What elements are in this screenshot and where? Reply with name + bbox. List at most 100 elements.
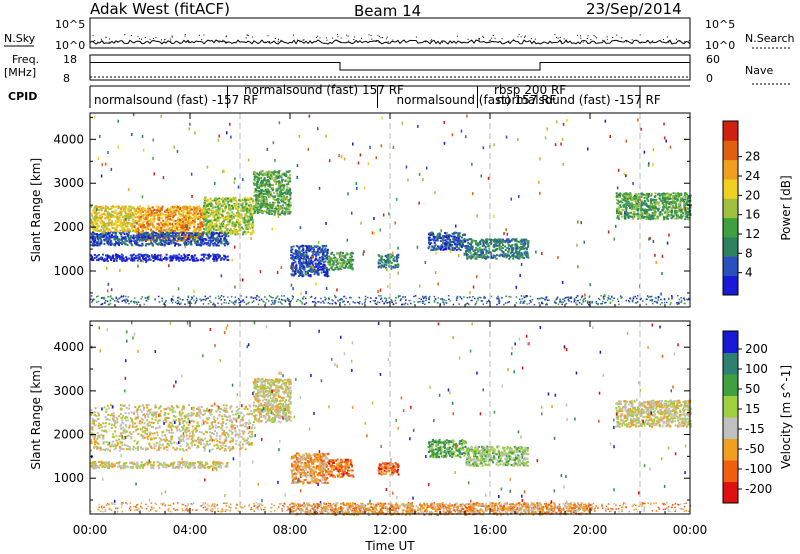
scatter-cell (387, 261, 390, 264)
scatter-cell (152, 214, 155, 217)
nave-label: Nave (745, 64, 773, 77)
scatter-cell (97, 208, 100, 211)
scatter-cell (155, 205, 158, 208)
scatter-cell (205, 217, 208, 220)
scatter-cell (226, 202, 229, 205)
cpid-segment-label: normalsound (fast) -157 RF (94, 93, 258, 107)
scatter-cell (446, 242, 449, 245)
scatter-cell (202, 243, 205, 246)
scatter-cell (168, 228, 171, 231)
scatter-cell (110, 242, 113, 245)
nsearch-point (293, 34, 294, 36)
scatter-cell (183, 253, 186, 256)
scatter-cell (435, 248, 438, 251)
freq-unit-label: [MHz] (4, 66, 36, 79)
scatter-cell (286, 191, 289, 194)
nsearch-point (621, 37, 623, 39)
scatter-cell (507, 238, 510, 241)
scatter-cell (91, 255, 93, 258)
scatter-cell (144, 217, 146, 220)
scatter-cell (181, 212, 184, 215)
nsearch-point (385, 38, 387, 40)
scatter-cell (189, 232, 192, 235)
scatter-cell (199, 222, 202, 225)
scatter-cell (202, 217, 205, 220)
scatter-cell (514, 249, 517, 252)
scatter-cell (166, 231, 169, 234)
scatter-cell (470, 239, 473, 242)
scatter-cell (137, 228, 139, 231)
scatter-cell (228, 220, 231, 223)
scatter-cell (95, 221, 97, 224)
scatter-cell (290, 273, 293, 276)
scatter-cell (287, 200, 290, 203)
scatter-cell (228, 199, 231, 202)
scatter-cell (521, 256, 524, 259)
scatter-cell (182, 231, 185, 234)
scatter-cell (227, 231, 230, 234)
scatter-cell (438, 246, 441, 249)
scatter-cell (182, 239, 184, 242)
scatter-cell (291, 274, 294, 277)
nsearch-point (114, 41, 116, 43)
scatter-cell (256, 194, 259, 197)
scatter-cell (507, 241, 510, 244)
scatter-cell (107, 208, 110, 210)
scatter-cell (177, 244, 180, 247)
nsearch-point (386, 36, 388, 38)
scatter-cell (264, 184, 267, 186)
nsearch-point (346, 34, 348, 36)
scatter-cell (288, 206, 290, 209)
scatter-cell (512, 248, 514, 251)
scatter-cell (178, 206, 181, 209)
nsearch-point (518, 34, 520, 36)
scatter-cell (140, 244, 143, 247)
scatter-cell (151, 224, 154, 227)
scatter-cell (272, 171, 275, 174)
scatter-cell (489, 240, 492, 242)
scatter-cell (263, 202, 266, 205)
scatter-cell (220, 222, 222, 225)
scatter-cell (308, 274, 311, 277)
scatter-cell (129, 215, 132, 217)
scatter-cell (114, 236, 117, 239)
scatter-cell (115, 228, 118, 231)
scatter-cell (280, 181, 283, 184)
scatter-cell (313, 269, 316, 272)
scatter-cell (136, 238, 139, 241)
scatter-cell (661, 209, 664, 212)
scatter-cell (147, 258, 150, 261)
scatter-cell (288, 199, 291, 202)
scatter-cell (166, 228, 169, 231)
scatter-cell (342, 252, 344, 255)
scatter-cell (223, 239, 226, 242)
scatter-cell (133, 207, 136, 210)
scatter-cell (237, 212, 240, 214)
scatter-cell (282, 186, 285, 189)
scatter-cell (175, 254, 178, 257)
scatter-cell (224, 209, 227, 212)
scatter-cell (207, 227, 210, 230)
scatter-cell (249, 212, 252, 215)
scatter-cell (174, 232, 177, 235)
scatter-cell (174, 233, 177, 236)
scatter-cell (190, 222, 193, 225)
scatter-cell (687, 211, 690, 214)
scatter-cell (216, 257, 219, 260)
scatter-cell (215, 219, 218, 222)
scatter-cell (147, 236, 150, 239)
scatter-cell (183, 230, 186, 233)
scatter-cell (147, 235, 150, 238)
scatter-cell (155, 229, 158, 232)
scatter-cell (110, 207, 113, 209)
scatter-cell (210, 222, 213, 225)
scatter-cell (485, 256, 488, 258)
scatter-cell (263, 200, 266, 203)
scatter-cell (95, 217, 98, 219)
scatter-cell (183, 258, 186, 261)
scatter-cell (113, 259, 115, 262)
scatter-cell (174, 242, 177, 245)
nsearch-point (415, 36, 417, 38)
scatter-cell (275, 180, 278, 183)
scatter-cell (222, 223, 225, 225)
